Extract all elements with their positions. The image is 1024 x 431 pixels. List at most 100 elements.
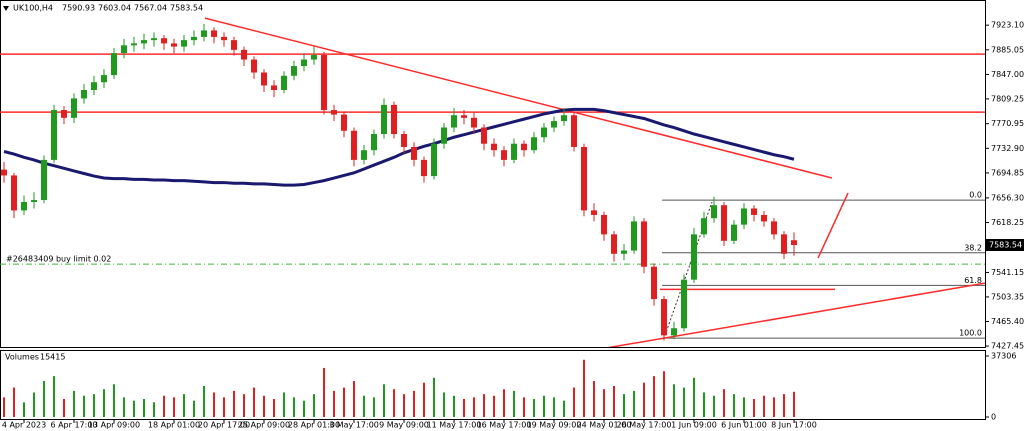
candle-body — [751, 208, 757, 215]
y-tick-label: 7618.25 — [991, 218, 1024, 227]
candle-body — [151, 38, 157, 41]
candle-body — [431, 143, 437, 177]
volume-title: Volumes — [5, 353, 39, 362]
candle-body — [411, 146, 417, 160]
volume-current: 15415 — [40, 353, 65, 362]
candle-body — [111, 53, 117, 76]
candle-body — [521, 143, 527, 151]
candle-body — [271, 85, 277, 90]
x-tick-label: 20 Apr 17:00 — [198, 421, 250, 430]
price-panel — [0, 0, 986, 348]
y-tick-label: 7770.95 — [991, 119, 1024, 128]
candle-body — [1, 169, 7, 176]
candle-body — [381, 104, 387, 135]
candle-body — [421, 159, 427, 177]
candle-body — [321, 55, 327, 111]
y-tick-label: 7694.85 — [991, 168, 1024, 177]
candle-body — [161, 38, 167, 44]
candle-body — [311, 55, 317, 60]
candle-body — [661, 299, 667, 336]
candle-body — [731, 224, 737, 241]
candle-body — [291, 66, 297, 76]
candle-body — [51, 110, 57, 160]
y-tick-label: 7656.30 — [991, 193, 1024, 202]
menu-icon — [3, 6, 9, 11]
candle-body — [231, 40, 237, 50]
candle-body — [791, 240, 797, 246]
candle-body — [361, 150, 367, 160]
y-tick-label: 7809.25 — [991, 94, 1024, 103]
x-tick-label: 6 Jun 01:00 — [721, 421, 767, 430]
y-tick-label: 7732.90 — [991, 144, 1024, 153]
candle-body — [701, 218, 707, 235]
candle-body — [341, 114, 347, 131]
fib-label: 100.0 — [959, 329, 982, 338]
candle-body — [711, 205, 717, 219]
y-tick-label: 7541.15 — [991, 268, 1024, 277]
candle-body — [771, 221, 777, 235]
candle-body — [131, 43, 137, 46]
candle-body — [141, 40, 147, 44]
candle-body — [631, 221, 637, 251]
candle-body — [391, 104, 397, 135]
candle-body — [281, 75, 287, 90]
volume-tick-label: 37306 — [991, 352, 1016, 361]
candle-body — [371, 134, 377, 151]
price-tag-label: 7583.54 — [989, 241, 1022, 250]
candle-body — [191, 36, 197, 41]
candle-body — [211, 30, 217, 37]
candle-body — [741, 208, 747, 225]
fib-label: 61.8 — [964, 276, 982, 285]
candle-body — [501, 150, 507, 160]
candle-body — [91, 82, 97, 90]
candle-body — [41, 159, 47, 201]
candle-body — [181, 40, 187, 47]
price-tag — [986, 239, 1024, 252]
volume-tick-label: 0 — [991, 413, 996, 422]
trend-line — [204, 17, 833, 179]
candle-body — [401, 134, 407, 147]
x-tick-label: 8 Jun 17:00 — [771, 421, 817, 430]
y-tick-label: 7923.10 — [991, 21, 1024, 30]
candle-body — [581, 146, 587, 211]
x-tick-label: 25 Apr 09:00 — [238, 421, 290, 430]
candle-body — [591, 210, 597, 215]
candle-body — [251, 59, 257, 73]
candle-body — [351, 130, 357, 160]
y-tick-label: 7885.05 — [991, 45, 1024, 54]
order-label: #26483409 buy limit 0.02 — [6, 255, 111, 264]
candle-body — [21, 201, 27, 211]
candle-body — [451, 115, 457, 128]
candle-body — [691, 234, 697, 280]
y-tick-label: 7465.40 — [991, 317, 1024, 326]
candle-body — [481, 127, 487, 144]
candle-body — [31, 200, 37, 202]
candle-body — [61, 110, 67, 118]
x-tick-label: 1 Jun 09:00 — [671, 421, 717, 430]
candle-body — [471, 117, 477, 128]
candle-body — [171, 43, 177, 47]
candle-body — [721, 205, 727, 241]
symbol: UK100,H4 — [13, 4, 53, 13]
header-open: 7590.93 — [62, 4, 95, 13]
candle-body — [641, 221, 647, 267]
candle-body — [611, 234, 617, 254]
y-tick-label: 7427.45 — [991, 342, 1024, 351]
candle-body — [241, 49, 247, 60]
candle-body — [651, 266, 657, 300]
candle-body — [761, 214, 767, 222]
x-tick-label: 4 Apr 2023 — [2, 421, 46, 430]
y-tick-label: 7847.00 — [991, 70, 1024, 79]
header-close: 7583.54 — [170, 4, 203, 13]
candle-body — [71, 98, 77, 118]
x-tick-label: 24 May 01:00 — [577, 421, 632, 430]
x-tick-label: 11 May 17:00 — [427, 421, 482, 430]
candle-body — [491, 143, 497, 151]
candle-body — [301, 59, 307, 67]
x-tick-label: 18 Apr 01:00 — [148, 421, 200, 430]
x-tick-label: 6 Apr 17:00 — [50, 421, 97, 430]
x-tick-label: 26 May 17:00 — [617, 421, 672, 430]
candle-body — [331, 110, 337, 115]
